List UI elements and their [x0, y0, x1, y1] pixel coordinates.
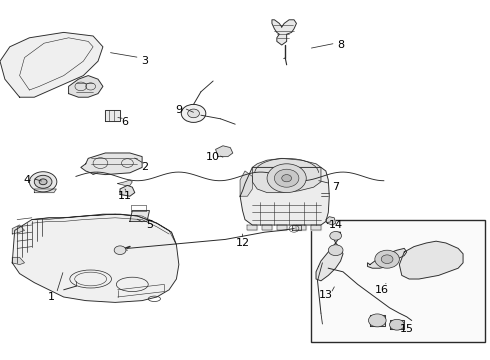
Polygon shape [12, 214, 179, 302]
Polygon shape [326, 217, 336, 225]
Circle shape [381, 255, 393, 264]
Polygon shape [32, 214, 176, 245]
Polygon shape [390, 320, 404, 329]
Text: 9: 9 [175, 105, 182, 115]
Circle shape [328, 245, 343, 256]
Polygon shape [240, 167, 329, 225]
Text: 5: 5 [146, 220, 153, 230]
Polygon shape [399, 241, 463, 279]
Circle shape [390, 319, 404, 330]
Polygon shape [130, 211, 149, 221]
Polygon shape [0, 32, 103, 97]
Text: 2: 2 [141, 162, 148, 172]
Polygon shape [118, 180, 132, 185]
Circle shape [114, 246, 126, 255]
Text: 8: 8 [337, 40, 344, 50]
Polygon shape [81, 153, 142, 175]
Polygon shape [316, 232, 343, 281]
Circle shape [282, 175, 292, 182]
Text: 4: 4 [24, 175, 30, 185]
Polygon shape [277, 225, 287, 230]
Polygon shape [240, 171, 252, 196]
Circle shape [188, 109, 199, 118]
Polygon shape [296, 225, 306, 230]
Polygon shape [120, 185, 135, 196]
Text: 15: 15 [400, 324, 414, 334]
Polygon shape [216, 146, 233, 157]
Circle shape [375, 250, 399, 268]
Polygon shape [247, 225, 257, 230]
Text: 3: 3 [141, 56, 148, 66]
Text: 13: 13 [319, 290, 333, 300]
Circle shape [29, 172, 57, 192]
Polygon shape [105, 110, 120, 121]
FancyBboxPatch shape [311, 220, 485, 342]
Text: 12: 12 [236, 238, 249, 248]
Polygon shape [272, 20, 296, 45]
Text: 14: 14 [329, 220, 343, 230]
Polygon shape [252, 158, 321, 193]
Polygon shape [262, 225, 272, 230]
Text: 7: 7 [332, 182, 339, 192]
Circle shape [267, 164, 306, 193]
Polygon shape [368, 248, 407, 268]
Circle shape [274, 169, 299, 187]
Text: 16: 16 [375, 285, 389, 295]
Polygon shape [311, 225, 321, 230]
Polygon shape [370, 315, 385, 326]
Text: 6: 6 [122, 117, 128, 127]
Text: 11: 11 [118, 191, 132, 201]
Polygon shape [69, 76, 103, 97]
Polygon shape [12, 257, 24, 265]
Circle shape [34, 175, 52, 188]
Polygon shape [292, 225, 301, 230]
Circle shape [330, 231, 342, 240]
Text: 10: 10 [206, 152, 220, 162]
Polygon shape [34, 189, 56, 193]
Text: 1: 1 [48, 292, 55, 302]
Circle shape [181, 104, 206, 122]
Circle shape [368, 314, 386, 327]
Circle shape [39, 179, 47, 185]
Polygon shape [12, 225, 24, 234]
